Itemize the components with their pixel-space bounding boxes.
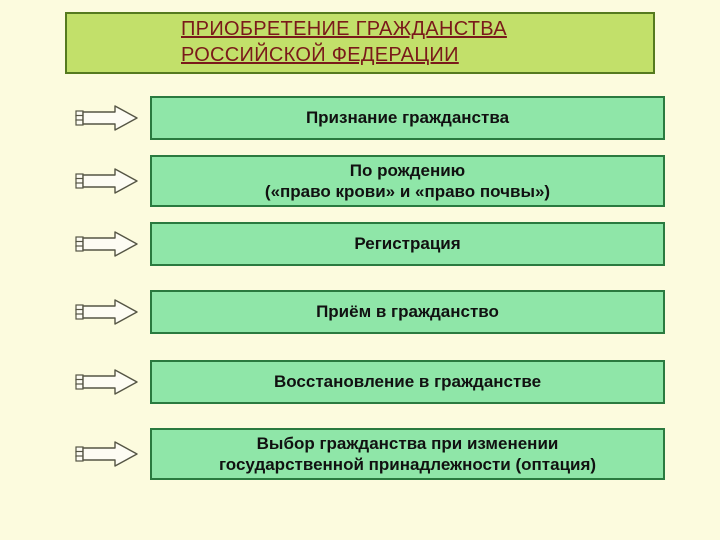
item-box: Приём в гражданство <box>150 290 665 334</box>
item-box: Выбор гражданства при изменениигосударст… <box>150 428 665 480</box>
item-text-line: Признание гражданства <box>306 107 509 128</box>
item-text-line: Регистрация <box>354 233 460 254</box>
title-line-1: ПРИОБРЕТЕНИЕ ГРАЖДАНСТВА <box>181 17 507 43</box>
item-box: Регистрация <box>150 222 665 266</box>
item-text-line: Восстановление в гражданстве <box>274 371 541 392</box>
arrow-wrap <box>75 428 150 480</box>
list-row: Признание гражданства <box>75 96 665 140</box>
title-box: ПРИОБРЕТЕНИЕ ГРАЖДАНСТВА РОССИЙСКОЙ ФЕДЕ… <box>65 12 655 74</box>
arrow-wrap <box>75 155 150 207</box>
list-row: Приём в гражданство <box>75 290 665 334</box>
arrow-wrap <box>75 360 150 404</box>
arrow-icon <box>75 167 139 195</box>
item-text-line: государственной принадлежности (оптация) <box>219 454 596 475</box>
list-row: Восстановление в гражданстве <box>75 360 665 404</box>
item-box: Восстановление в гражданстве <box>150 360 665 404</box>
arrow-wrap <box>75 290 150 334</box>
arrow-wrap <box>75 222 150 266</box>
title-line-2: РОССИЙСКОЙ ФЕДЕРАЦИИ <box>181 43 459 69</box>
item-text-line: («право крови» и «право почвы») <box>265 181 550 202</box>
item-text-line: Приём в гражданство <box>316 301 499 322</box>
item-box: По рождению(«право крови» и «право почвы… <box>150 155 665 207</box>
item-text-line: Выбор гражданства при изменении <box>257 433 559 454</box>
item-text-line: По рождению <box>350 160 465 181</box>
list-row: Регистрация <box>75 222 665 266</box>
list-row: По рождению(«право крови» и «право почвы… <box>75 155 665 207</box>
arrow-icon <box>75 298 139 326</box>
arrow-wrap <box>75 96 150 140</box>
arrow-icon <box>75 440 139 468</box>
item-box: Признание гражданства <box>150 96 665 140</box>
arrow-icon <box>75 368 139 396</box>
arrow-icon <box>75 230 139 258</box>
list-row: Выбор гражданства при изменениигосударст… <box>75 428 665 480</box>
arrow-icon <box>75 104 139 132</box>
